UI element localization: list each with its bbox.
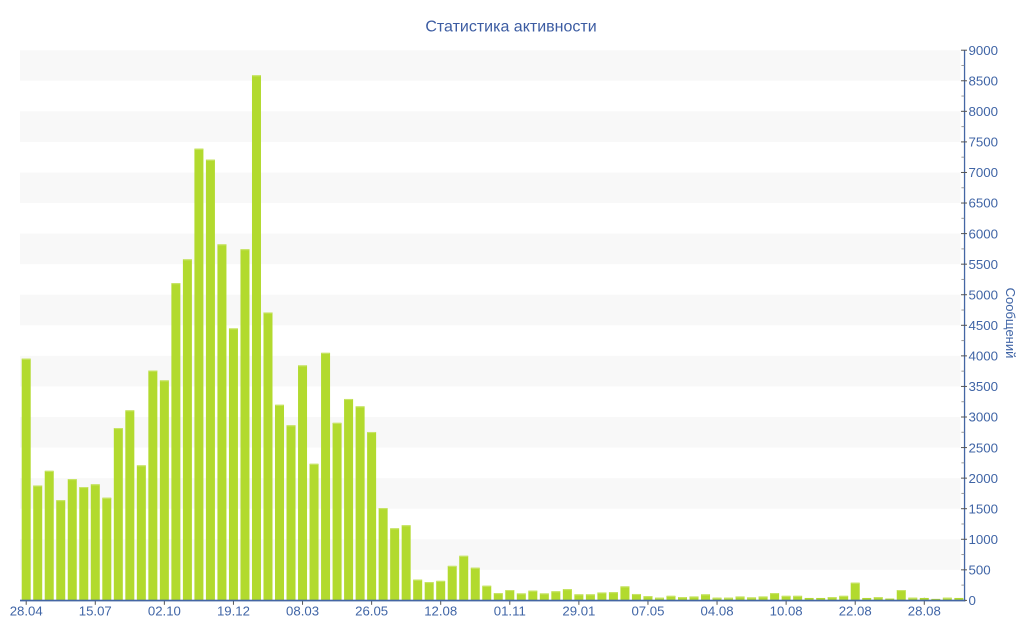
svg-text:9000: 9000 [969,43,999,58]
svg-text:28.08: 28.08 [908,604,941,619]
svg-text:2500: 2500 [969,440,999,455]
svg-text:2000: 2000 [969,471,999,486]
svg-text:1500: 1500 [969,501,999,516]
svg-text:500: 500 [969,563,991,578]
svg-text:19.12: 19.12 [217,604,250,619]
svg-text:0: 0 [969,593,976,608]
svg-text:7500: 7500 [969,135,999,150]
svg-text:07.05: 07.05 [631,604,664,619]
svg-text:10.08: 10.08 [770,604,803,619]
svg-text:6000: 6000 [969,226,999,241]
svg-text:Статистика активности: Статистика активности [425,18,596,35]
svg-text:28.04: 28.04 [10,604,43,619]
svg-text:29.01: 29.01 [562,604,595,619]
svg-text:8000: 8000 [969,104,999,119]
svg-text:26.05: 26.05 [355,604,388,619]
svg-text:8500: 8500 [969,73,999,88]
svg-text:08.03: 08.03 [286,604,319,619]
svg-text:7000: 7000 [969,165,999,180]
svg-text:5500: 5500 [969,257,999,272]
svg-text:04.08: 04.08 [701,604,734,619]
svg-text:4500: 4500 [969,318,999,333]
svg-text:12.08: 12.08 [424,604,457,619]
svg-text:1000: 1000 [969,532,999,547]
svg-text:Сообщений: Сообщений [1003,288,1018,359]
svg-text:15.07: 15.07 [79,604,112,619]
svg-text:01.11: 01.11 [494,604,526,619]
svg-text:22.08: 22.08 [839,604,872,619]
svg-text:6500: 6500 [969,196,999,211]
svg-text:3500: 3500 [969,379,999,394]
svg-text:5000: 5000 [969,287,999,302]
svg-text:3000: 3000 [969,410,999,425]
svg-text:4000: 4000 [969,349,999,364]
svg-text:02.10: 02.10 [148,604,181,619]
